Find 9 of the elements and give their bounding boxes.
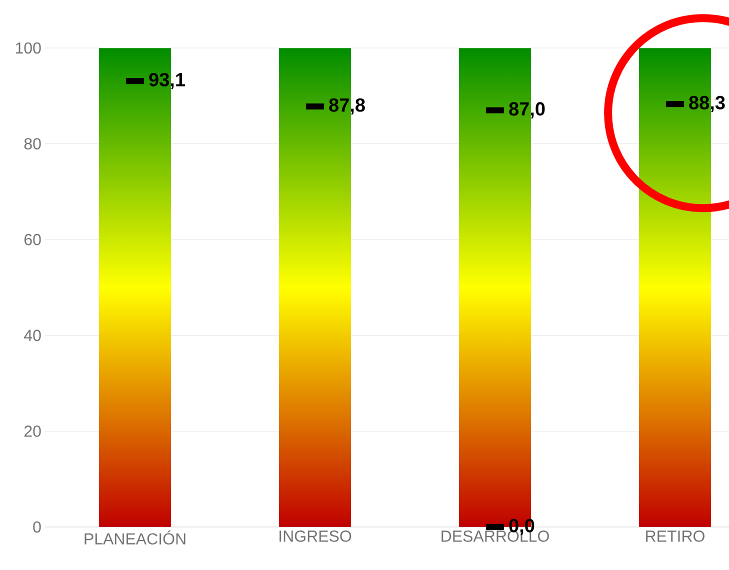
y-tick-label: 40	[24, 330, 41, 342]
y-tick-label: 0	[33, 521, 41, 533]
y-tick-label: 100	[16, 42, 41, 54]
x-tick-label: PLANEACIÓN	[84, 530, 186, 545]
y-tick-label: 80	[24, 138, 41, 150]
x-tick-label: RETIRO	[646, 530, 704, 542]
x-tick-label: INGRESO	[280, 530, 352, 542]
y-tick-label: 20	[24, 426, 41, 437]
y-tick-label: 60	[24, 234, 41, 246]
